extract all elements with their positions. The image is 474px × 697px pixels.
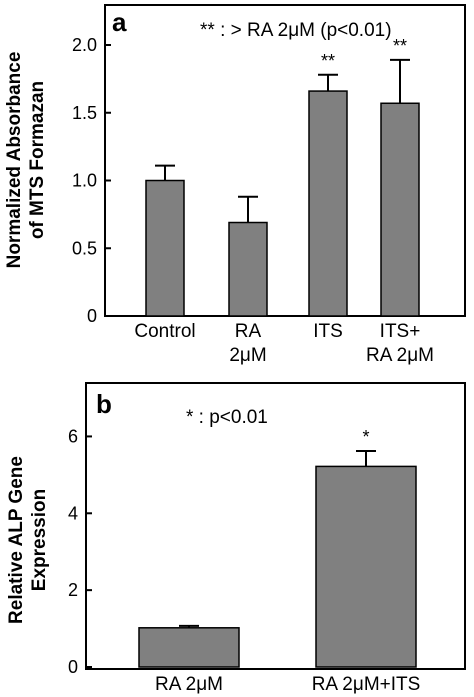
panel-a-bar xyxy=(308,90,348,317)
panel-b-bar xyxy=(138,627,240,668)
panel-a-category-label-line2: RA 2μM xyxy=(366,345,434,366)
panel-a-category-label: RA xyxy=(235,321,262,342)
panel-b-ytick-label: 2 xyxy=(68,580,78,600)
panel-b-ytick-label: 0 xyxy=(68,657,78,677)
panel-a-ytick-label: 1.0 xyxy=(72,171,97,191)
panel-a-note: ** : > RA 2μM (p<0.01) xyxy=(200,20,392,41)
panel-a-ytick-label: 2.0 xyxy=(72,35,97,55)
panel-b-ytick-label: 4 xyxy=(68,503,78,523)
panel-a-frame xyxy=(104,4,466,317)
panel-a-ytick-label: 0.5 xyxy=(72,238,97,258)
panel-a-significance-marker: ** xyxy=(393,36,407,56)
panel-b-note: * : p<0.01 xyxy=(186,407,268,428)
panel-a-ylabel-line1: Normalized Absorbance xyxy=(4,52,25,269)
panel-b-ylabel-line2: Expression xyxy=(29,489,50,591)
panel-a-category-label-line2: 2μM xyxy=(229,345,266,366)
panel-a-category-label: Control xyxy=(134,321,195,342)
panel-a-bar xyxy=(228,221,268,317)
panel-a-chart: a ** : > RA 2μM (p<0.01) Normalized Abso… xyxy=(4,4,466,366)
panel-b-category-label: RA 2μM+ITS xyxy=(312,674,421,695)
panel-a-category-label: ITS+ xyxy=(380,321,421,342)
panel-a-bar xyxy=(380,102,420,317)
panel-a-ytick-label: 1.5 xyxy=(72,103,97,123)
panel-a-significance-marker: ** xyxy=(321,51,335,71)
panel-a-ylabel-line2: of MTS Formazan xyxy=(27,81,48,239)
panel-b-category-label: RA 2μM xyxy=(155,674,223,695)
panel-b-significance-marker: * xyxy=(362,427,369,447)
panel-b-ylabel-line1: Relative ALP Gene xyxy=(6,456,27,624)
panel-a-ytick-label: 0 xyxy=(87,306,97,326)
panel-b-frame xyxy=(85,382,466,670)
panel-a-bar xyxy=(145,179,185,317)
panel-b-label: b xyxy=(96,389,112,419)
panel-b-ytick-label: 6 xyxy=(68,426,78,446)
panel-b-bar xyxy=(315,465,417,668)
panel-a-label: a xyxy=(112,7,127,37)
panel-b-chart: b * : p<0.01 Relative ALP Gene Expressio… xyxy=(6,382,466,695)
panel-a-category-label: ITS xyxy=(313,321,343,342)
